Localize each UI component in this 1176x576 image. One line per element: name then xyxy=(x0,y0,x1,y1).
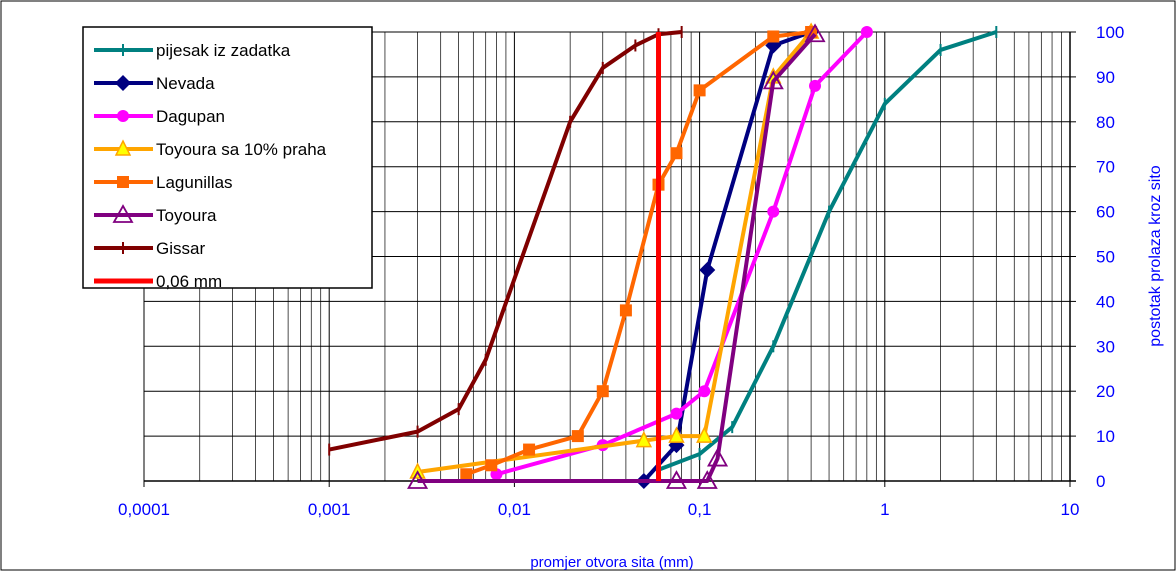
legend-label: Toyoura sa 10% praha xyxy=(156,140,327,159)
data-point xyxy=(635,430,653,448)
data-point xyxy=(117,110,129,122)
series-1 xyxy=(657,26,998,476)
series-layer xyxy=(328,22,998,489)
legend-entry: Lagunillas xyxy=(94,173,233,192)
legend-entry: Dagupan xyxy=(94,107,225,126)
legend-label: Lagunillas xyxy=(156,173,233,192)
series-6 xyxy=(407,23,826,489)
y-tick-label: 50 xyxy=(1096,248,1115,267)
data-point xyxy=(860,26,873,38)
data-point xyxy=(407,470,429,489)
legend-label: 0,06 mm xyxy=(156,272,222,291)
x-tick-label: 0,1 xyxy=(688,500,712,519)
data-point xyxy=(809,79,822,92)
legend-box xyxy=(82,26,373,289)
data-point xyxy=(117,176,129,188)
data-point xyxy=(696,426,713,443)
data-point xyxy=(693,84,706,97)
data-point xyxy=(767,205,780,218)
series-line xyxy=(417,32,817,483)
legend-label: Dagupan xyxy=(156,107,225,126)
data-point xyxy=(707,447,729,467)
legend-entry: 0,06 mm xyxy=(94,272,222,291)
data-point xyxy=(762,70,784,90)
data-point xyxy=(114,139,132,156)
data-point xyxy=(460,468,473,481)
x-tick-label: 1 xyxy=(880,500,889,519)
series-line xyxy=(417,30,813,475)
data-point xyxy=(112,204,134,223)
legend-entry: Toyoura sa 10% praha xyxy=(94,139,327,159)
data-point xyxy=(596,385,609,398)
x-tick-label: 0,001 xyxy=(308,500,351,519)
data-point xyxy=(698,385,711,398)
legend: pijesak iz zadatka Nevada Dagupan Toyoura s… xyxy=(82,26,373,291)
y-tick-label: 0 xyxy=(1096,472,1105,491)
data-point xyxy=(523,443,536,456)
data-point xyxy=(485,459,498,472)
legend-entry: pijesak iz zadatka xyxy=(94,41,291,60)
data-point xyxy=(571,430,584,443)
y-tick-label: 30 xyxy=(1096,337,1115,356)
y-tick-label: 80 xyxy=(1096,113,1115,132)
x-axis-title: promjer otvora sita (mm) xyxy=(530,554,693,571)
y-tick-label: 70 xyxy=(1096,158,1115,177)
legend-entry: Toyoura xyxy=(94,204,217,225)
x-tick-label: 0,01 xyxy=(498,500,531,519)
legend-entry: Nevada xyxy=(94,74,215,93)
legend-entry: Gissar xyxy=(94,239,205,258)
y-tick-label: 10 xyxy=(1096,427,1115,446)
data-point xyxy=(668,426,685,443)
x-tick-label: 10 xyxy=(1061,500,1080,519)
data-point xyxy=(696,470,718,489)
legend-label: Gissar xyxy=(156,239,205,258)
series-5 xyxy=(460,26,818,481)
y-tick-label: 100 xyxy=(1096,23,1124,42)
legend-label: pijesak iz zadatka xyxy=(156,41,291,60)
y-axis-title: postotak prolaza kroz sito xyxy=(1147,165,1164,347)
data-point xyxy=(115,75,131,91)
series-7 xyxy=(328,26,683,456)
legend-label: Toyoura xyxy=(156,206,217,225)
y-tick-label: 90 xyxy=(1096,68,1115,87)
data-point xyxy=(767,30,780,43)
y-tick-label: 60 xyxy=(1096,203,1115,222)
data-point xyxy=(804,23,826,43)
y-tick-label: 40 xyxy=(1096,292,1115,311)
data-point xyxy=(665,470,688,489)
data-point xyxy=(670,147,683,160)
legend-label: Nevada xyxy=(156,74,215,93)
x-tick-label: 0,0001 xyxy=(118,500,170,519)
series-line xyxy=(657,30,997,472)
data-point xyxy=(699,261,716,278)
y-tick-label: 20 xyxy=(1096,382,1115,401)
data-point xyxy=(670,407,683,420)
data-point xyxy=(619,304,632,317)
